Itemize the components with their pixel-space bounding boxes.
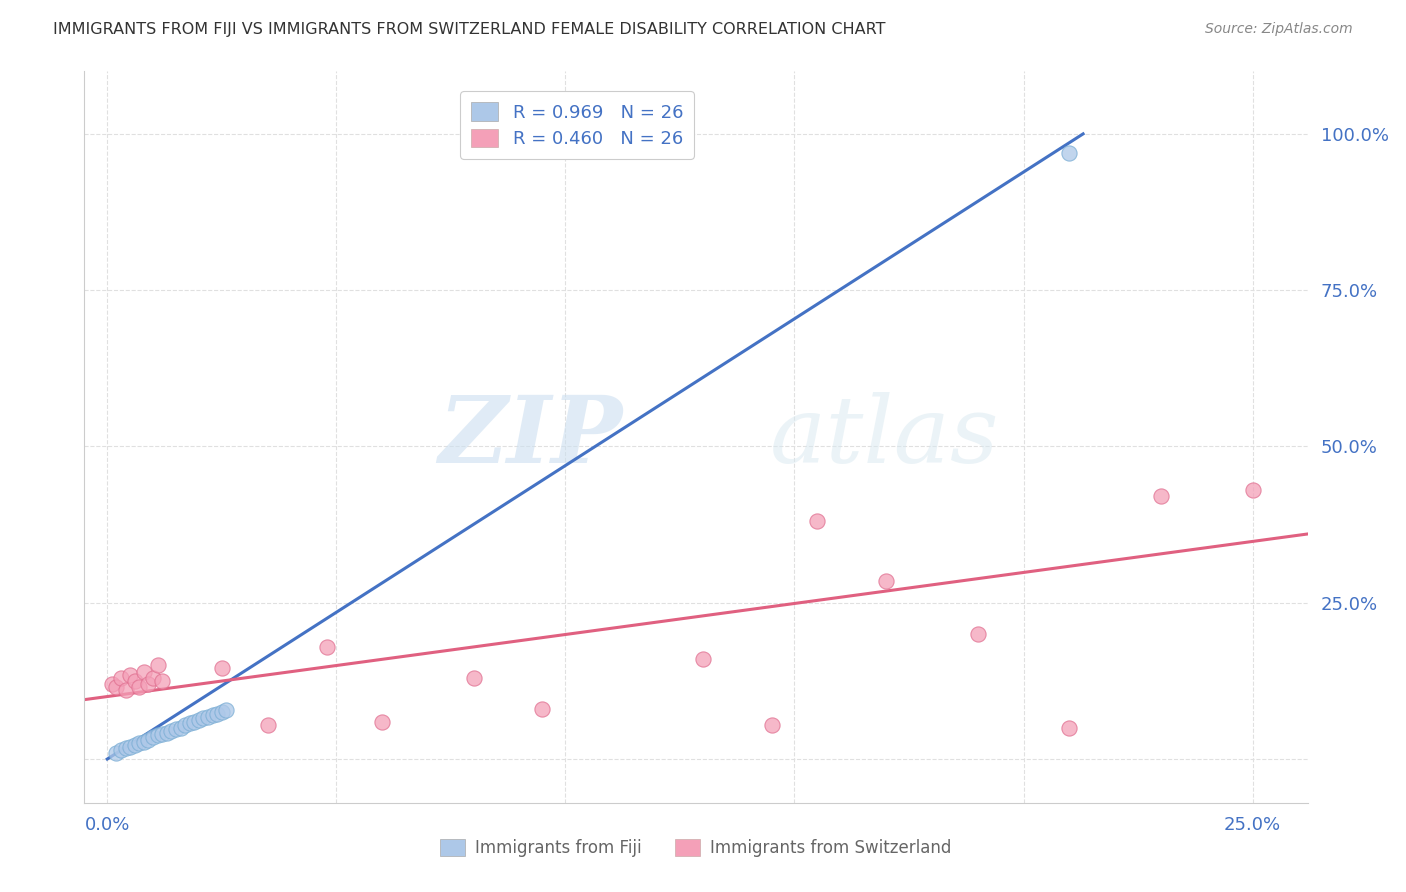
Point xyxy=(692,652,714,666)
Point xyxy=(806,515,828,529)
Point xyxy=(160,723,183,738)
Text: IMMIGRANTS FROM FIJI VS IMMIGRANTS FROM SWITZERLAND FEMALE DISABILITY CORRELATIO: IMMIGRANTS FROM FIJI VS IMMIGRANTS FROM … xyxy=(53,22,886,37)
Point xyxy=(132,734,155,748)
Point xyxy=(211,705,233,719)
Point xyxy=(142,730,165,744)
Point xyxy=(211,661,233,675)
Point xyxy=(120,739,142,754)
Text: atlas: atlas xyxy=(769,392,998,482)
Point xyxy=(174,717,197,731)
Point xyxy=(114,683,136,698)
Point xyxy=(142,671,165,685)
Point xyxy=(761,717,783,731)
Text: ZIP: ZIP xyxy=(439,392,623,482)
Point xyxy=(183,714,205,729)
Point xyxy=(256,717,278,731)
Point xyxy=(1241,483,1264,498)
Point xyxy=(875,574,897,588)
Point xyxy=(110,742,132,756)
Point xyxy=(1059,145,1081,160)
Point xyxy=(169,721,191,735)
Point xyxy=(138,733,160,747)
Point xyxy=(1059,721,1081,735)
Point xyxy=(120,667,142,681)
Point xyxy=(128,680,150,694)
Point xyxy=(124,739,146,753)
Point xyxy=(179,715,201,730)
Point xyxy=(124,673,146,688)
Point xyxy=(101,677,124,691)
Point xyxy=(371,714,394,729)
Point xyxy=(531,702,554,716)
Point xyxy=(110,671,132,685)
Point xyxy=(146,728,169,742)
Point xyxy=(128,736,150,750)
Point xyxy=(165,722,187,736)
Point xyxy=(146,658,169,673)
Point xyxy=(316,640,339,654)
Point xyxy=(187,713,209,727)
Point xyxy=(201,708,224,723)
Point xyxy=(193,711,215,725)
Legend: Immigrants from Fiji, Immigrants from Switzerland: Immigrants from Fiji, Immigrants from Sw… xyxy=(433,832,959,864)
Point xyxy=(105,746,128,760)
Point xyxy=(150,673,173,688)
Point xyxy=(150,727,173,741)
Point xyxy=(215,703,238,717)
Point xyxy=(138,677,160,691)
Point xyxy=(463,671,485,685)
Point xyxy=(205,706,228,721)
Point xyxy=(1150,490,1173,504)
Point xyxy=(156,726,179,740)
Point xyxy=(966,627,988,641)
Point xyxy=(105,680,128,694)
Text: Source: ZipAtlas.com: Source: ZipAtlas.com xyxy=(1205,22,1353,37)
Point xyxy=(197,709,219,723)
Point xyxy=(132,665,155,679)
Point xyxy=(114,740,136,755)
